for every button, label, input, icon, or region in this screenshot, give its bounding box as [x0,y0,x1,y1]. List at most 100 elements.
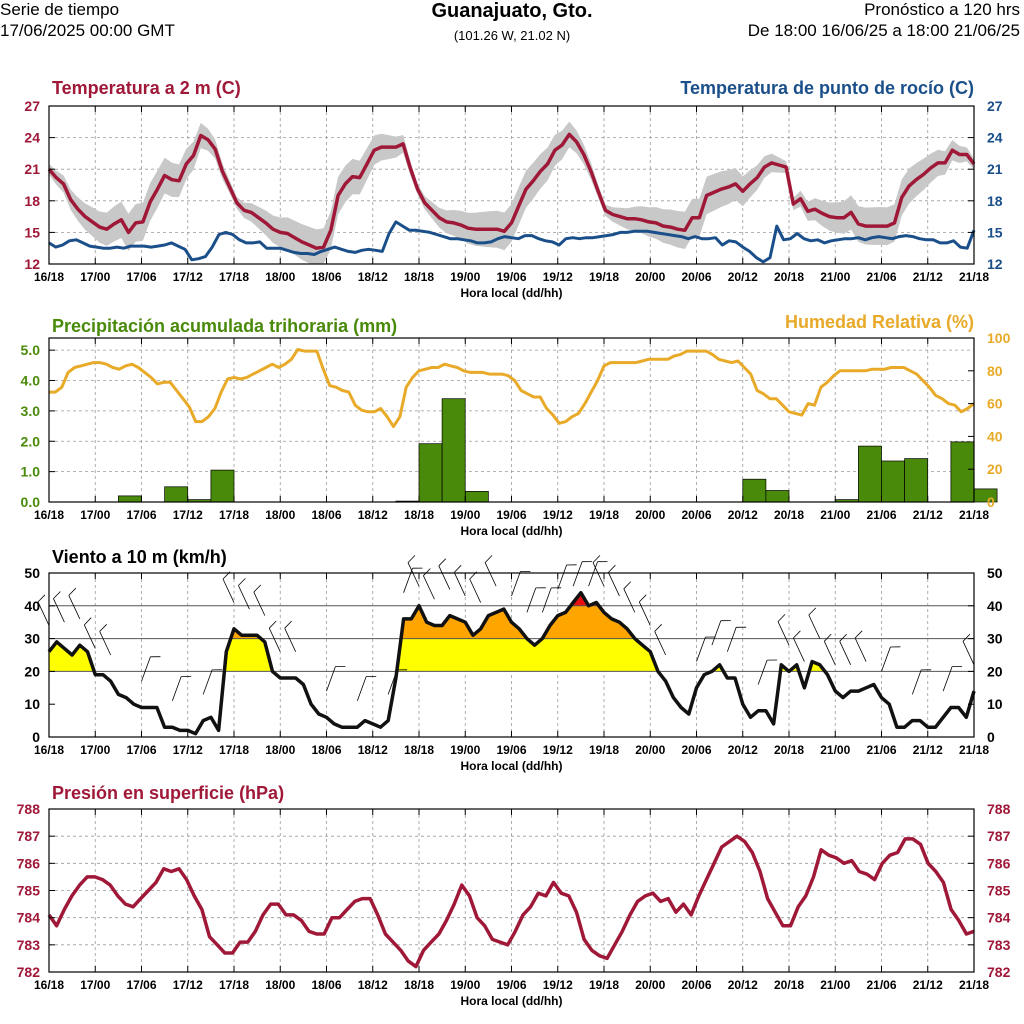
precip-bar [441,398,466,503]
x-tick-label: 19/06 [496,743,526,757]
wind-barb [793,637,805,662]
x-tick-label: 21/06 [866,743,896,757]
x-axis-label: Hora local (dd/hh) [461,524,563,538]
y-tick-label-left: 15 [24,224,40,240]
forecast-period: De 18:00 16/06/25 a 18:00 21/06/25 [747,21,1020,40]
x-tick-label: 19/12 [543,270,573,284]
x-tick-label: 17/00 [80,508,110,522]
wind-barb [423,575,435,600]
wind-barb [511,571,521,597]
x-tick-label: 17/00 [80,978,110,992]
wind-barb-flag [438,558,447,567]
x-tick-label: 18/06 [311,508,341,522]
wind-barb [541,587,552,613]
x-tick-label: 20/06 [681,508,711,522]
y-tick-label-right: 782 [987,964,1011,980]
wind-barb-flag [407,555,416,563]
x-tick-label: 18/12 [358,508,388,522]
x-tick-label: 21/12 [913,743,943,757]
x-tick-label: 21/00 [820,508,850,522]
y-tick-label-left: 5.0 [21,342,41,358]
y-tick-label-right: 787 [987,828,1011,844]
x-tick-label: 20/06 [681,978,711,992]
x-tick-label: 19/12 [543,743,573,757]
x-tick-label: 20/18 [774,978,804,992]
y-tick-label-left: 40 [24,598,40,614]
x-tick-label: 20/00 [635,508,665,522]
y-tick-label-right: 786 [987,855,1011,871]
y-tick-label-left: 3.0 [21,403,41,419]
x-tick-label: 19/00 [450,270,480,284]
y-tick-label-left: 27 [24,98,40,114]
x-axis-label: Hora local (dd/hh) [461,994,563,1008]
x-tick-label: 19/06 [496,978,526,992]
x-tick-label: 21/00 [820,978,850,992]
wind-barb [68,595,81,620]
wind-barb [141,656,151,682]
y-tick-label-left: 786 [17,855,41,871]
precip-bar [418,443,443,503]
x-tick-label: 21/18 [959,508,989,522]
x-tick-label: 16/18 [34,743,64,757]
temperature-title: Temperatura a 2 m (C) [52,78,241,98]
x-tick-label: 19/12 [543,508,573,522]
precip-bar [742,478,767,503]
wind-barb-flag [269,620,277,629]
x-tick-label: 17/18 [219,270,249,284]
x-tick-label: 17/06 [126,743,156,757]
wind-barb-flag [53,591,61,599]
wind-barb-flag [592,555,601,563]
x-tick-label: 20/00 [635,978,665,992]
y-tick-label-right: 20 [987,461,1003,477]
x-tick-label: 20/18 [774,508,804,522]
x-tick-label: 20/12 [728,743,758,757]
wind-barb [438,565,451,590]
y-tick-label-left: 24 [24,130,40,146]
x-tick-label: 19/18 [589,743,619,757]
wind-barb [484,562,497,587]
x-tick-label: 18/12 [358,978,388,992]
x-tick-label: 18/18 [404,978,434,992]
x-tick-label: 17/12 [173,978,203,992]
wind-barb-flag [824,633,832,642]
x-tick-label: 18/18 [404,508,434,522]
wind-barb [808,614,821,639]
x-axis-label: Hora local (dd/hh) [461,286,563,300]
wind-barb [526,587,537,613]
x-tick-label: 17/12 [173,270,203,284]
x-tick-label: 20/12 [728,978,758,992]
wind-barb [469,578,482,603]
y-tick-label-right: 0 [987,729,995,745]
x-tick-label: 18/06 [311,270,341,284]
x-tick-label: 21/00 [820,270,850,284]
wind-barb [757,659,768,685]
x-tick-label: 17/00 [80,743,110,757]
x-tick-label: 16/18 [34,508,64,522]
wind-barb [268,628,281,652]
x-tick-label: 21/06 [866,978,896,992]
wind-barb-flag [839,633,847,642]
y-tick-label-left: 4.0 [21,373,41,389]
wind-barb [777,621,790,646]
x-tick-label: 21/06 [866,270,896,284]
wind-barb-flag [99,624,107,632]
wind-barb [572,561,583,587]
wind-barb [238,585,250,610]
y-tick-label-right: 27 [987,98,1003,114]
y-tick-label-left: 0 [32,729,40,745]
wind-barb-flag [68,587,77,596]
dewpoint-line [48,220,976,264]
precip-bar [950,441,975,503]
x-tick-label: 20/18 [774,270,804,284]
x-tick-label: 19/06 [496,508,526,522]
y-tick-label-right: 18 [987,193,1003,209]
wind-barb [839,641,852,666]
wind-barb [83,624,96,649]
y-tick-label-right: 50 [987,565,1003,581]
wind-barb-flag [423,568,431,576]
x-tick-label: 17/18 [219,978,249,992]
temperature-spread-band [49,121,974,264]
y-tick-label-left: 784 [17,910,41,926]
y-tick-label-left: 782 [17,964,41,980]
x-tick-label: 18/00 [265,743,295,757]
